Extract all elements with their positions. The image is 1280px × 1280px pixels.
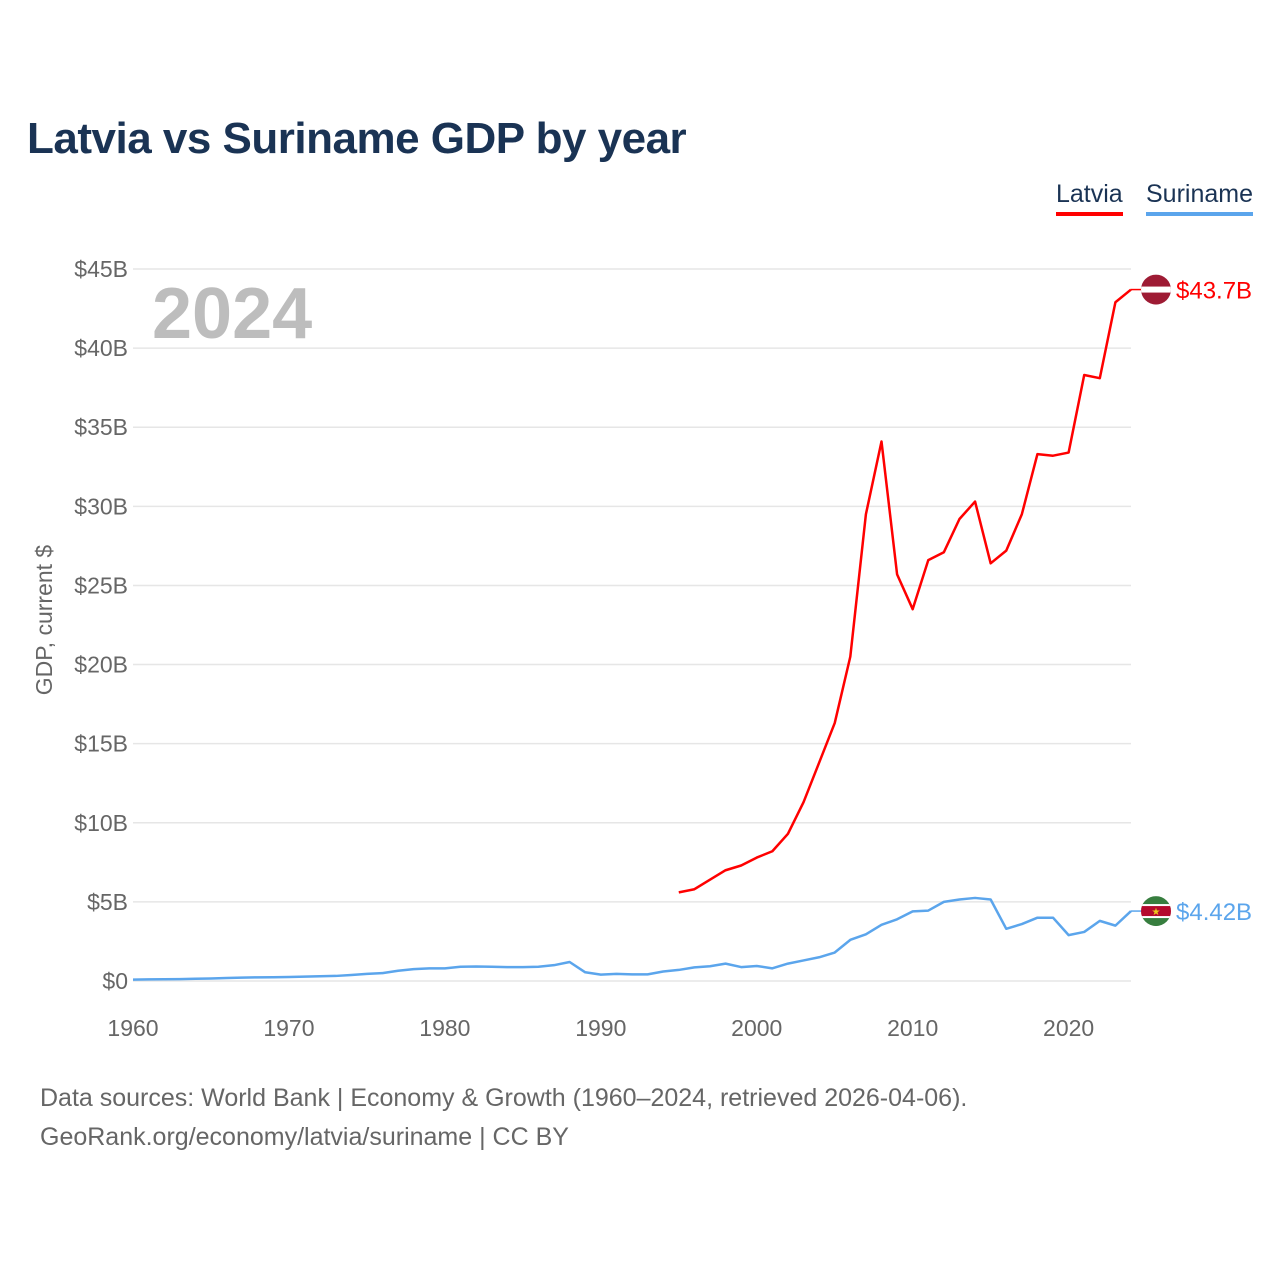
flag-star: ★ — [1152, 907, 1161, 918]
y-tick-label: $35B — [74, 414, 128, 440]
chart-title: Latvia vs Suriname GDP by year — [27, 114, 687, 163]
end-value-label: $4.42B — [1176, 899, 1252, 926]
footer-link[interactable]: GeoRank.org/economy/latvia/suriname | CC… — [40, 1123, 569, 1151]
y-tick-label: $15B — [74, 731, 128, 757]
year-watermark: 2024 — [152, 274, 312, 354]
series-line-latvia — [678, 288, 1132, 894]
end-value-label: $43.7B — [1176, 278, 1252, 305]
y-tick-label: $20B — [74, 652, 128, 678]
flag-red — [1141, 906, 1171, 917]
suriname-flag-icon: ★ — [1141, 896, 1171, 927]
legend-suriname[interactable]: Suriname — [1146, 180, 1253, 216]
y-tick-label: $45B — [74, 256, 128, 282]
y-tick-label: $30B — [74, 493, 128, 519]
x-tick-label: 2010 — [887, 1015, 938, 1041]
x-tick-label: 1990 — [575, 1015, 626, 1041]
y-axis-label: GDP, current $ — [31, 545, 57, 696]
latvia-flag-icon — [1141, 274, 1171, 305]
y-tick-label: $0 — [102, 968, 128, 994]
footer-source: Data sources: World Bank | Economy & Gro… — [40, 1084, 968, 1112]
series-line-suriname — [132, 896, 1132, 981]
x-tick-label: 1960 — [107, 1015, 158, 1041]
y-tick-label: $10B — [74, 810, 128, 836]
legend-latvia[interactable]: Latvia — [1056, 180, 1123, 216]
x-tick-label: 2020 — [1043, 1015, 1094, 1041]
x-tick-label: 2000 — [731, 1015, 782, 1041]
x-tick-label: 1980 — [419, 1015, 470, 1041]
flag-white — [1141, 286, 1171, 293]
y-tick-label: $25B — [74, 572, 128, 598]
x-tick-label: 1970 — [263, 1015, 314, 1041]
y-tick-label: $5B — [87, 889, 128, 915]
y-tick-label: $40B — [74, 335, 128, 361]
